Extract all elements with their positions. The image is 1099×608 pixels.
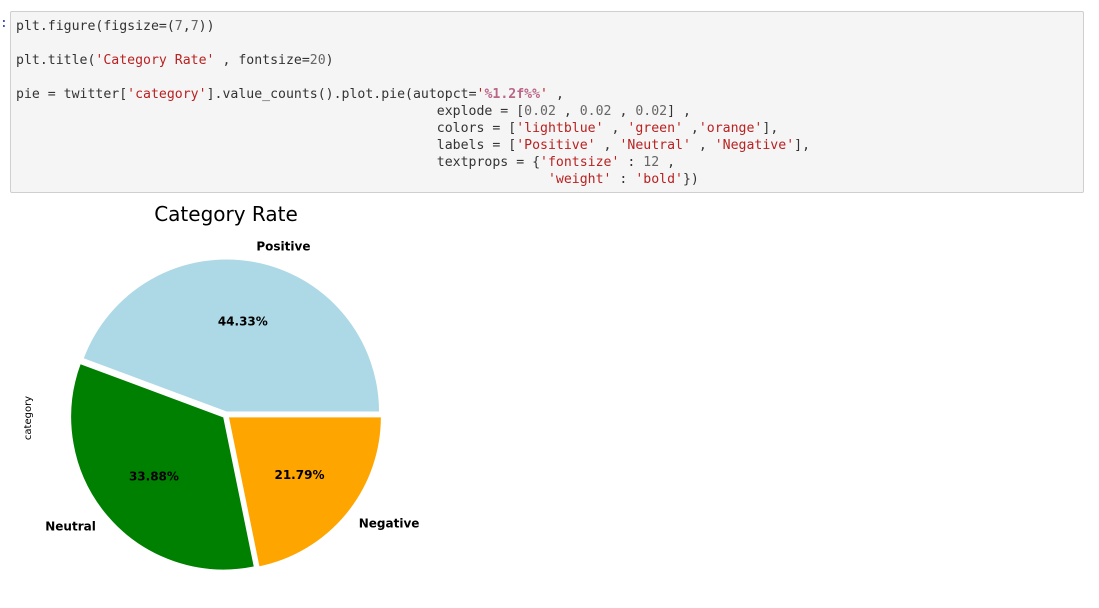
- code-token: :: [619, 155, 644, 170]
- pie-slices: [70, 258, 382, 571]
- code-token: 0.02: [579, 104, 612, 119]
- code-token: ': [540, 87, 548, 102]
- code-token: 20: [309, 53, 326, 68]
- code-token: ,: [548, 87, 564, 102]
- pie-slice-neutral: [70, 362, 255, 571]
- code-line: colors = ['lightblue' , 'green' ,'orange…: [16, 121, 778, 136]
- slice-percent-label: 33.88%: [129, 470, 179, 484]
- code-token: 'weight': [547, 172, 612, 187]
- code-token: ,: [659, 155, 676, 170]
- code-line: explode = [0.02 , 0.02 , 0.02] ,: [16, 104, 691, 119]
- cell-output: Category Rate category 44.33% Positive 33.…: [0, 195, 460, 595]
- code-token: 7: [190, 19, 199, 34]
- code-token: , fontsize=: [214, 53, 310, 68]
- code-token: plt.title(: [16, 53, 96, 68]
- code-token: 'orange': [698, 121, 763, 136]
- code-editor[interactable]: plt.figure(figsize=(7,7)) plt.title('Cat…: [16, 18, 810, 188]
- code-token: ,: [555, 104, 580, 119]
- code-token: }): [682, 172, 699, 187]
- code-token: 'Neutral': [619, 138, 691, 153]
- code-token: 'Category Rate': [95, 53, 215, 68]
- code-line: 'weight' : 'bold'}): [16, 172, 699, 187]
- code-cell[interactable]: plt.figure(figsize=(7,7)) plt.title('Cat…: [10, 11, 1084, 193]
- code-token: ,: [611, 104, 636, 119]
- code-token: ],: [794, 138, 811, 153]
- code-token: pie = twitter[: [16, 87, 128, 102]
- code-token: :: [611, 172, 636, 187]
- code-token: ': [476, 87, 485, 102]
- code-token: colors = [: [16, 121, 517, 136]
- slice-percent-label: 21.79%: [274, 468, 324, 482]
- code-token: 'green': [627, 121, 683, 136]
- code-token: )): [198, 19, 215, 34]
- code-line: plt.title('Category Rate' , fontsize=20): [16, 53, 334, 68]
- code-token: %1.2f%%: [484, 87, 541, 102]
- code-token: ,: [603, 121, 628, 136]
- chart-title: Category Rate: [154, 202, 298, 226]
- code-token: textprops = {: [16, 155, 541, 170]
- pie-slice-negative: [227, 416, 382, 568]
- code-token: 'Negative': [714, 138, 795, 153]
- slice-percent-label: 44.33%: [218, 315, 268, 329]
- code-token: 7: [174, 19, 183, 34]
- code-token: 'lightblue': [516, 121, 604, 136]
- code-line: labels = ['Positive' , 'Neutral' , 'Nega…: [16, 138, 810, 153]
- code-token: 'fontsize': [540, 155, 620, 170]
- slice-category-label: Neutral: [45, 519, 96, 533]
- code-token: [16, 172, 548, 187]
- code-line: plt.figure(figsize=(7,7)): [16, 19, 215, 34]
- code-token: 12: [643, 155, 660, 170]
- pie-slice-positive: [82, 258, 381, 413]
- y-axis-label: category: [23, 396, 34, 440]
- code-token: ,: [595, 138, 620, 153]
- code-token: 'Positive': [516, 138, 596, 153]
- code-token: 0.02: [635, 104, 668, 119]
- code-token: ,: [690, 138, 715, 153]
- pie-labels: 44.33% Positive 33.88% Neutral 21.79% Negativ…: [45, 239, 419, 533]
- slice-category-label: Negative: [359, 516, 420, 530]
- code-token: ): [325, 53, 334, 68]
- code-token: 0.02: [524, 104, 556, 119]
- code-token: ],: [762, 121, 779, 136]
- code-token: labels = [: [16, 138, 517, 153]
- code-token: ].value_counts().plot.pie(autopct=: [206, 87, 477, 102]
- slice-category-label: Positive: [256, 239, 310, 253]
- code-token: ,: [182, 19, 191, 34]
- code-token: plt.figure(figsize=(: [16, 19, 175, 34]
- code-token: explode = [: [16, 104, 525, 119]
- code-token: ] ,: [667, 104, 691, 119]
- code-line: textprops = {'fontsize' : 12 ,: [16, 155, 675, 170]
- code-token: 'category': [127, 87, 207, 102]
- code-token: ,: [682, 121, 699, 136]
- code-line: pie = twitter['category'].value_counts()…: [16, 87, 564, 102]
- code-token: 'bold': [635, 172, 683, 187]
- cell-prompt-marker: :: [0, 16, 8, 31]
- pie-chart: Category Rate category 44.33% Positive 33.…: [23, 202, 419, 571]
